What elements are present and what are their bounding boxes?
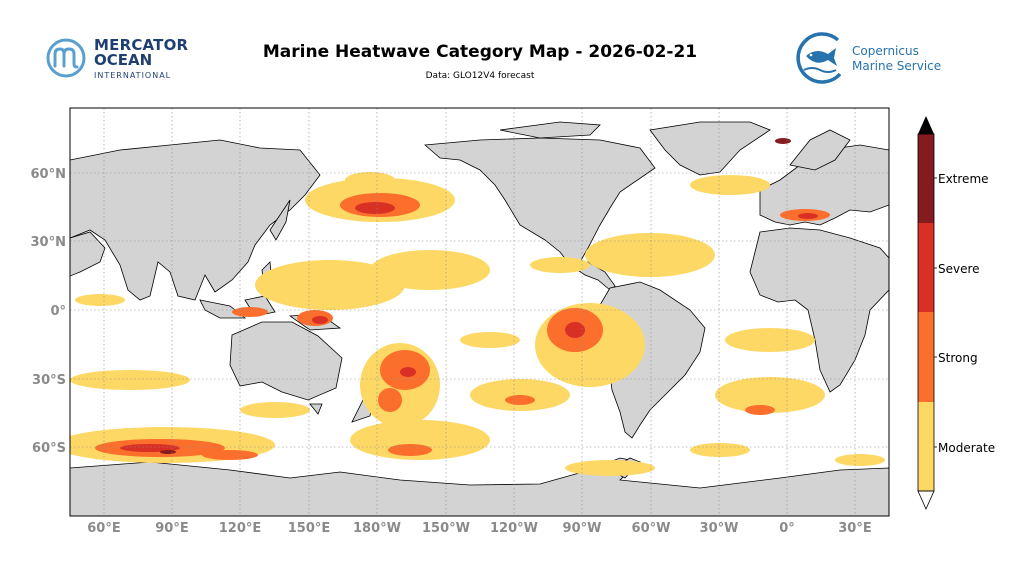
mercator-logo-line2: OCEAN bbox=[94, 51, 153, 69]
mercator-ocean-emblem-icon bbox=[46, 38, 86, 78]
colorbar-top-arrow-icon bbox=[918, 116, 934, 134]
lat-label-60s: 60°S bbox=[32, 441, 66, 456]
copernicus-marine-logo: Copernicus Marine Service bbox=[790, 28, 950, 88]
lon-label-120e: 120°E bbox=[219, 521, 262, 536]
land-asia bbox=[70, 139, 321, 301]
longitude-labels: 60°E 90°E 120°E 150°E 180°W 150°W 120°W … bbox=[87, 521, 871, 536]
lon-label-150e: 150°E bbox=[288, 521, 331, 536]
lon-label-60w: 60°W bbox=[632, 521, 671, 536]
lat-label-60n: 60°N bbox=[31, 167, 66, 182]
land-scandinavia bbox=[789, 129, 851, 171]
copernicus-fish-emblem-icon bbox=[796, 32, 842, 84]
colorbar-label-extreme: Extreme bbox=[938, 172, 989, 186]
lon-label-30e: 30°E bbox=[838, 521, 871, 536]
colorbar-segment-strong bbox=[918, 312, 934, 402]
land-japan bbox=[269, 199, 291, 241]
land-masses bbox=[70, 121, 889, 516]
copernicus-logo-line2: Marine Service bbox=[852, 59, 942, 73]
colorbar-segment-moderate bbox=[918, 402, 934, 491]
colorbar-segment-extreme bbox=[918, 134, 934, 223]
lon-label-0: 0° bbox=[779, 521, 795, 536]
colorbar: Extreme Severe Strong Moderate bbox=[917, 116, 995, 510]
lon-label-30w: 30°W bbox=[700, 521, 739, 536]
map-title: Marine Heatwave Category Map - 2026-02-2… bbox=[262, 42, 698, 62]
map-gridlines bbox=[70, 108, 889, 516]
heatwave-severe-areas bbox=[120, 202, 818, 452]
map-subtitle: Data: GLO12V4 forecast bbox=[425, 71, 535, 81]
lon-label-90e: 90°E bbox=[155, 521, 188, 536]
copernicus-logo-line1: Copernicus bbox=[852, 44, 919, 58]
land-arabia bbox=[70, 231, 106, 277]
lon-label-120w: 120°W bbox=[490, 521, 538, 536]
land-antarctica bbox=[70, 457, 889, 516]
lon-label-60e: 60°E bbox=[87, 521, 120, 536]
land-tasmania bbox=[309, 403, 323, 415]
lat-label-30n: 30°N bbox=[31, 235, 66, 250]
lat-label-0: 0° bbox=[50, 304, 66, 319]
colorbar-label-moderate: Moderate bbox=[938, 441, 995, 455]
lon-label-150w: 150°W bbox=[422, 521, 470, 536]
land-australia bbox=[229, 321, 343, 401]
colorbar-frame bbox=[917, 133, 935, 492]
latitude-labels: 60°N 30°N 0° 30°S 60°S bbox=[31, 167, 66, 456]
map-frame bbox=[69, 107, 890, 517]
lon-label-90w: 90°W bbox=[563, 521, 602, 536]
colorbar-bottom-arrow-icon bbox=[917, 490, 935, 510]
lat-label-30s: 30°S bbox=[32, 373, 66, 388]
land-greenland bbox=[649, 121, 771, 176]
mercator-ocean-logo: MERCATOR OCEAN INTERNATIONAL bbox=[44, 36, 204, 86]
colorbar-segment-severe bbox=[918, 223, 934, 312]
colorbar-label-strong: Strong bbox=[938, 351, 978, 365]
land-arctic-islands bbox=[499, 121, 601, 139]
mercator-logo-line3: INTERNATIONAL bbox=[94, 71, 172, 80]
mercator-logo-line1: MERCATOR bbox=[94, 36, 189, 54]
colorbar-label-severe: Severe bbox=[938, 262, 980, 276]
lon-label-180w: 180°W bbox=[353, 521, 401, 536]
